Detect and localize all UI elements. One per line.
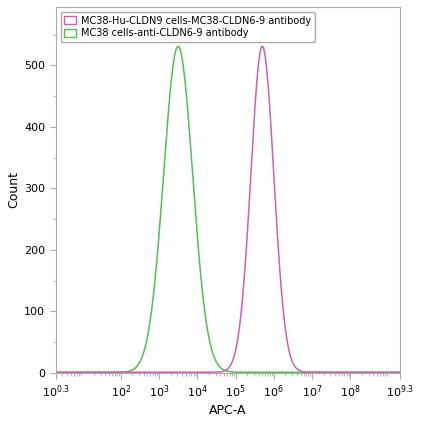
X-axis label: APC-A: APC-A — [209, 404, 247, 417]
Legend: MC38-Hu-CLDN9 cells-MC38-CLDN6-9 antibody, MC38 cells-anti-CLDN6-9 antibody: MC38-Hu-CLDN9 cells-MC38-CLDN6-9 antibod… — [61, 12, 315, 42]
Y-axis label: Count: Count — [7, 171, 20, 209]
